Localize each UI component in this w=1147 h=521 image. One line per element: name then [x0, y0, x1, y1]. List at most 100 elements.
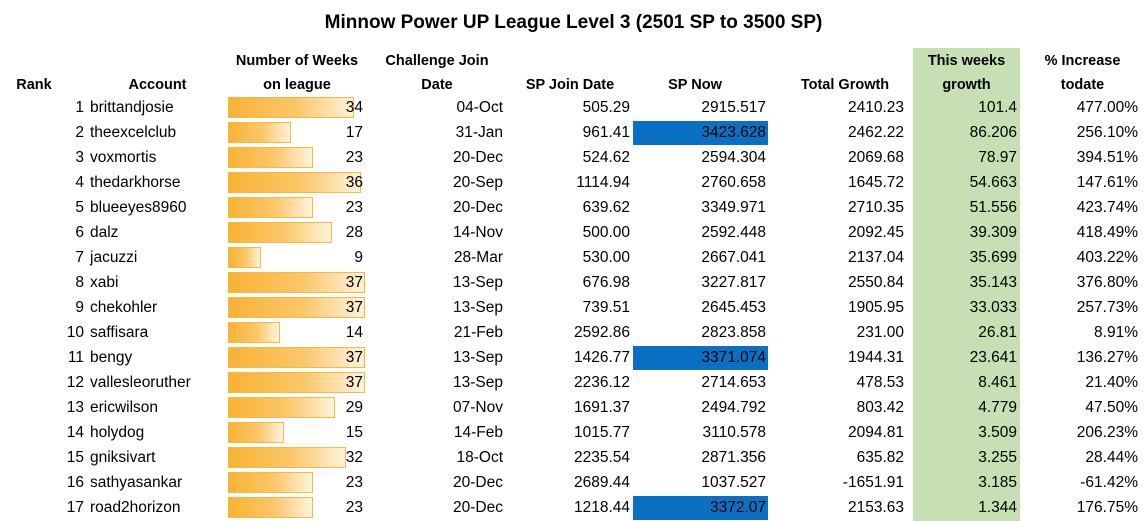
join-date-cell: 20-Dec — [453, 149, 503, 166]
weeks-cell: 15 — [345, 424, 363, 441]
total-growth-cell: 2153.63 — [847, 499, 904, 516]
increase-cell: 376.80% — [1076, 274, 1138, 291]
weeks-data-bar — [228, 222, 332, 243]
sp-now-cell: 2915.517 — [701, 99, 766, 116]
increase-cell: 403.22% — [1076, 249, 1138, 266]
increase-cell: 28.44% — [1085, 449, 1138, 466]
account-cell: vallesleoruther — [90, 374, 191, 391]
sp-join-cell: 530.00 — [582, 249, 630, 266]
header-sp-join-date: SP Join Date — [525, 77, 615, 93]
table-row: 4 thedarkhorse 36 20-Sep 1114.94 2760.658 1645… — [0, 170, 1147, 195]
total-growth-cell: 2550.84 — [847, 274, 904, 291]
sp-now-cell: 2645.453 — [701, 299, 766, 316]
increase-cell: 477.00% — [1076, 99, 1138, 116]
table-row: 17 road2horizon 23 20-Dec 1218.44 3372.07 2153… — [0, 495, 1147, 520]
sp-join-cell: 1426.77 — [573, 349, 630, 366]
account-cell: saffisara — [90, 324, 149, 341]
week-growth-cell: 8.461 — [978, 374, 1017, 391]
table-row: 15 gniksivart 32 18-Oct 2235.54 2871.356 635.8… — [0, 445, 1147, 470]
weeks-data-bar — [228, 247, 261, 268]
header-join-line1: Challenge Join — [385, 53, 489, 69]
table-row: 9 chekohler 37 13-Sep 739.51 2645.453 1905.95 3… — [0, 295, 1147, 320]
weeks-data-bar — [228, 472, 313, 493]
rank-cell: 6 — [75, 224, 84, 241]
rank-cell: 2 — [75, 124, 84, 141]
join-date-cell: 13-Sep — [453, 349, 503, 366]
total-growth-cell: 2069.68 — [847, 149, 904, 166]
total-growth-cell: 231.00 — [856, 324, 904, 341]
header-sp-now: SP Now — [668, 77, 722, 93]
total-growth-cell: 478.53 — [856, 374, 904, 391]
account-cell: blueeyes8960 — [90, 199, 187, 216]
sp-now-cell: 2594.304 — [701, 149, 766, 166]
weeks-cell: 32 — [345, 449, 363, 466]
sp-join-cell: 1218.44 — [573, 499, 630, 516]
sp-now-cell: 2592.448 — [701, 224, 766, 241]
increase-cell: 8.91% — [1094, 324, 1138, 341]
weeks-data-bar — [228, 372, 365, 393]
increase-cell: 176.75% — [1076, 499, 1138, 516]
account-cell: dalz — [90, 224, 119, 241]
week-growth-cell: 3.509 — [978, 424, 1017, 441]
table-row: 7 jacuzzi 9 28-Mar 530.00 2667.041 2137.04 35.6… — [0, 245, 1147, 270]
header-week-growth-line2: growth — [942, 77, 991, 93]
weeks-data-bar — [228, 97, 354, 118]
account-cell: sathyasankar — [90, 474, 183, 491]
weeks-cell: 23 — [345, 149, 363, 166]
sp-join-cell: 2236.12 — [573, 374, 630, 391]
join-date-cell: 20-Dec — [453, 499, 503, 516]
week-growth-cell: 4.779 — [978, 399, 1017, 416]
weeks-cell: 14 — [345, 324, 363, 341]
rank-cell: 14 — [66, 424, 84, 441]
weeks-cell: 37 — [345, 349, 363, 366]
increase-cell: 206.23% — [1076, 424, 1138, 441]
increase-cell: 394.51% — [1076, 149, 1138, 166]
total-growth-cell: 1645.72 — [847, 174, 904, 191]
account-cell: gniksivart — [90, 449, 156, 466]
week-growth-cell: 101.4 — [978, 99, 1017, 116]
account-cell: chekohler — [90, 299, 158, 316]
increase-cell: 418.49% — [1076, 224, 1138, 241]
account-cell: brittandjosie — [90, 99, 174, 116]
join-date-cell: 13-Sep — [453, 374, 503, 391]
week-growth-cell: 26.81 — [978, 324, 1017, 341]
header-weeks-line1: Number of Weeks — [235, 53, 359, 69]
total-growth-cell: 2094.81 — [847, 424, 904, 441]
rank-cell: 17 — [66, 499, 84, 516]
header-join-line2: Date — [421, 77, 453, 93]
increase-cell: 256.10% — [1076, 124, 1138, 141]
join-date-cell: 14-Feb — [453, 424, 503, 441]
table-row: 3 voxmortis 23 20-Dec 524.62 2594.304 2069.68 7… — [0, 145, 1147, 170]
table-row: 5 blueeyes8960 23 20-Dec 639.62 3349.971 2710.… — [0, 195, 1147, 220]
rank-cell: 12 — [66, 374, 84, 391]
weeks-data-bar — [228, 422, 284, 443]
table-row: 10 saffisara 14 21-Feb 2592.86 2823.858 231.00… — [0, 320, 1147, 345]
increase-cell: 21.40% — [1085, 374, 1138, 391]
sp-now-cell: 2823.858 — [701, 324, 766, 341]
week-growth-cell: 1.344 — [978, 499, 1017, 516]
table-row: 13 ericwilson 29 07-Nov 1691.37 2494.792 803.4… — [0, 395, 1147, 420]
header-weeks-line2: on league — [263, 77, 331, 93]
rank-cell: 5 — [75, 199, 84, 216]
rank-cell: 1 — [75, 99, 84, 116]
sp-now-cell: 3110.578 — [702, 424, 767, 441]
total-growth-cell: -1651.91 — [842, 474, 904, 491]
total-growth-cell: 1944.31 — [847, 349, 904, 366]
account-cell: thedarkhorse — [90, 174, 181, 191]
join-date-cell: 20-Dec — [453, 474, 503, 491]
sp-join-cell: 1691.37 — [573, 399, 630, 416]
weeks-data-bar — [228, 447, 346, 468]
sp-join-cell: 2235.54 — [573, 449, 630, 466]
table-row: 2 theexcelclub 17 31-Jan 961.41 3423.628 2462.… — [0, 120, 1147, 145]
sp-join-cell: 739.51 — [582, 299, 630, 316]
header-increase-line1: % Increase — [1044, 53, 1121, 69]
sp-now-cell: 3423.628 — [633, 121, 768, 145]
sp-join-cell: 524.62 — [582, 149, 630, 166]
sp-now-cell: 2714.653 — [701, 374, 766, 391]
weeks-cell: 23 — [345, 199, 363, 216]
table-row: 6 dalz 28 14-Nov 500.00 2592.448 2092.45 39.309… — [0, 220, 1147, 245]
sp-join-cell: 500.00 — [582, 224, 630, 241]
header-week-growth-line1: This weeks — [927, 53, 1006, 69]
weeks-cell: 23 — [345, 474, 363, 491]
table-row: 1 brittandjosie 34 04-Oct 505.29 2915.517 2410… — [0, 95, 1147, 120]
